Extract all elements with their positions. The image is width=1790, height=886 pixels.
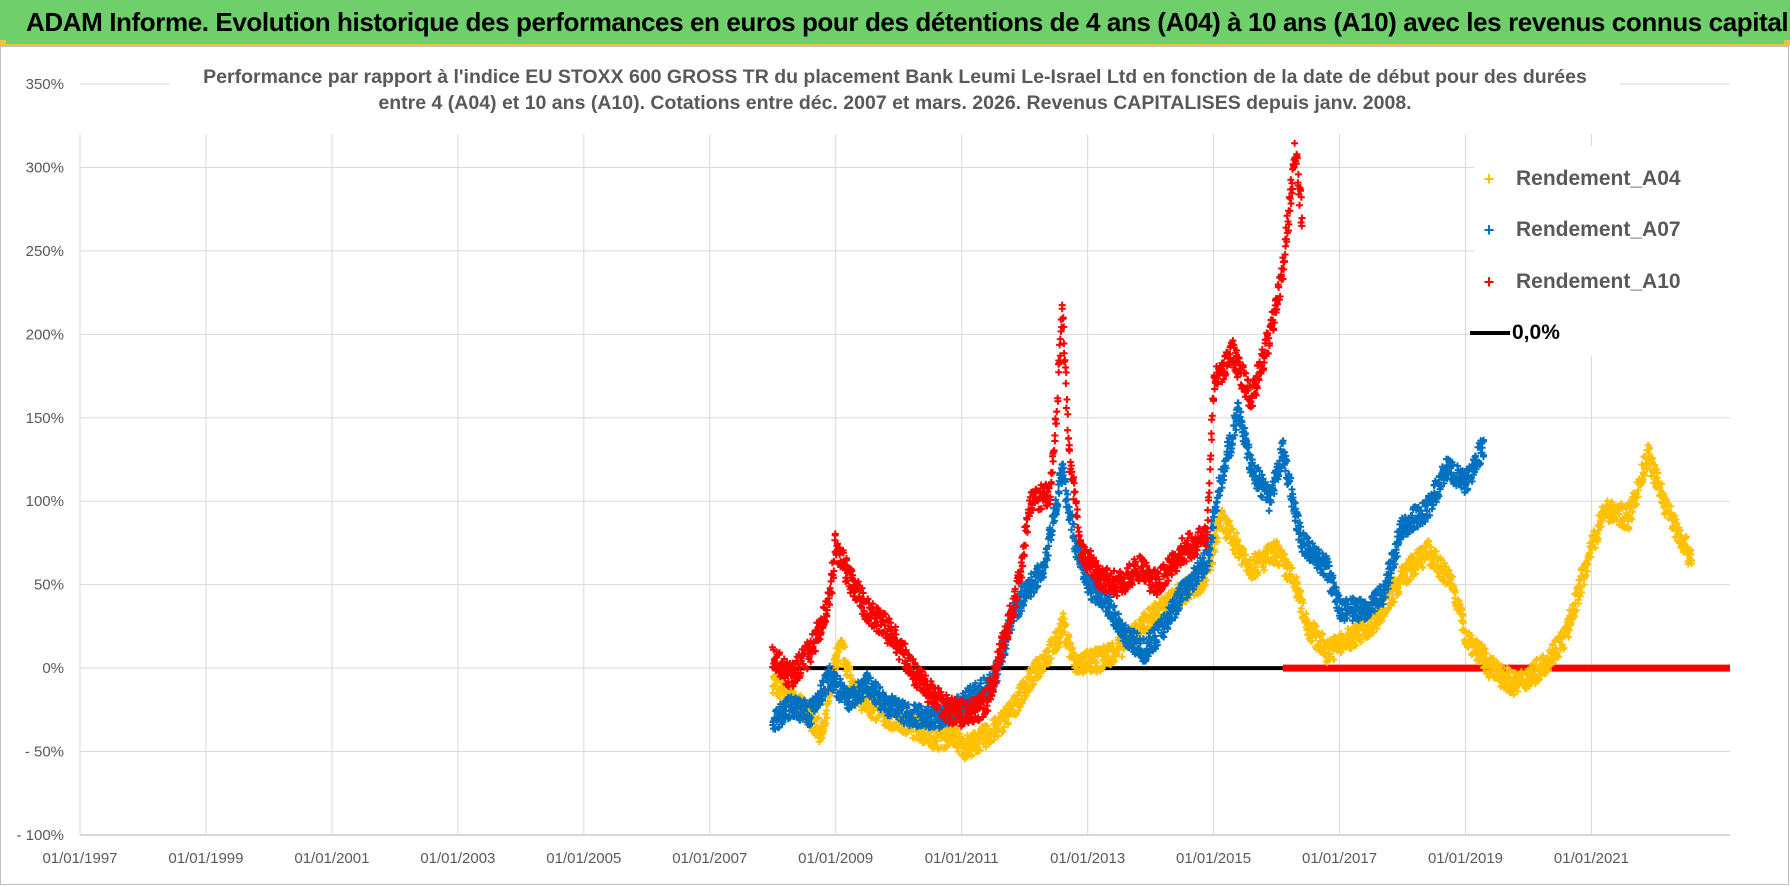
x-tick-label: 01/01/2007 (672, 850, 747, 867)
title-backdrop (170, 64, 1620, 116)
legend-marker-a10: + (1483, 271, 1495, 292)
legend-marker-a04: + (1483, 168, 1495, 189)
chart-frame (0, 46, 1789, 885)
x-tick-label: 01/01/1999 (168, 850, 243, 867)
series-markers (768, 139, 1306, 730)
y-tick-label: 50% (34, 577, 64, 594)
y-tick-label: 150% (26, 410, 64, 427)
y-tick-label: 100% (26, 493, 64, 510)
y-tick-label: 200% (26, 326, 64, 343)
y-tick-label: - 100% (16, 827, 64, 844)
x-tick-label: 01/01/2003 (420, 850, 495, 867)
legend-marker-a07: + (1483, 219, 1495, 240)
y-axis-labels: 350% 300% 250% 200% 150% 100% 50% 0% - 50% - 100% (16, 76, 64, 844)
scatter-chart: 350% 300% 250% 200% 150% 100% 50% 0% - 50% - 100%… (16, 64, 1730, 867)
legend-label-zero: 0,0% (1512, 321, 1560, 344)
plot-area (768, 139, 1730, 763)
legend: + Rendement_A04 + Rendement_A07 + Rendem… (1470, 146, 1734, 356)
chart-title-line-2: entre 4 (A04) et 10 ans (A10). Cotations… (378, 92, 1411, 114)
legend-marker-zero-line (1470, 331, 1510, 335)
banner-corner-right (1784, 40, 1790, 46)
y-tick-label: - 50% (25, 744, 64, 761)
y-tick-label: 300% (26, 159, 64, 176)
chart-title-line-1: Performance par rapport à l'indice EU ST… (203, 66, 1587, 88)
x-tick-label: 01/01/2001 (294, 850, 369, 867)
x-tick-label: 01/01/2019 (1428, 850, 1503, 867)
x-tick-label: 01/01/1997 (42, 850, 117, 867)
y-tick-label: 250% (26, 243, 64, 260)
x-tick-label: 01/01/2011 (925, 850, 999, 867)
legend-item-a04[interactable]: + Rendement_A04 (1474, 164, 1681, 194)
legend-label-a07: Rendement_A07 (1516, 218, 1681, 241)
x-tick-label: 01/01/2017 (1302, 850, 1377, 867)
y-tick-label: 0% (42, 660, 64, 677)
title-banner: ADAM Informe. Evolution historique des p… (0, 0, 1790, 46)
series-rendement-a10 (768, 139, 1306, 730)
legend-label-a04: Rendement_A04 (1516, 167, 1681, 190)
x-tick-label: 01/01/2021 (1554, 850, 1629, 867)
legend-item-a10[interactable]: + Rendement_A10 (1474, 267, 1681, 297)
x-tick-label: 01/01/2005 (546, 850, 621, 867)
legend-item-a07[interactable]: + Rendement_A07 (1474, 215, 1681, 245)
legend-label-a10: Rendement_A10 (1516, 270, 1681, 293)
x-tick-label: 01/01/2009 (798, 850, 873, 867)
legend-item-zero[interactable]: 0,0% (1470, 318, 1560, 348)
x-axis-labels: 01/01/1997 01/01/1999 01/01/2001 01/01/2003… (42, 850, 1629, 867)
x-tick-label: 01/01/2015 (1176, 850, 1251, 867)
banner-title: ADAM Informe. Evolution historique des p… (26, 7, 1790, 37)
x-tick-label: 01/01/2013 (1050, 850, 1125, 867)
banner-corner-left (0, 40, 6, 46)
y-tick-label: 350% (26, 76, 64, 93)
